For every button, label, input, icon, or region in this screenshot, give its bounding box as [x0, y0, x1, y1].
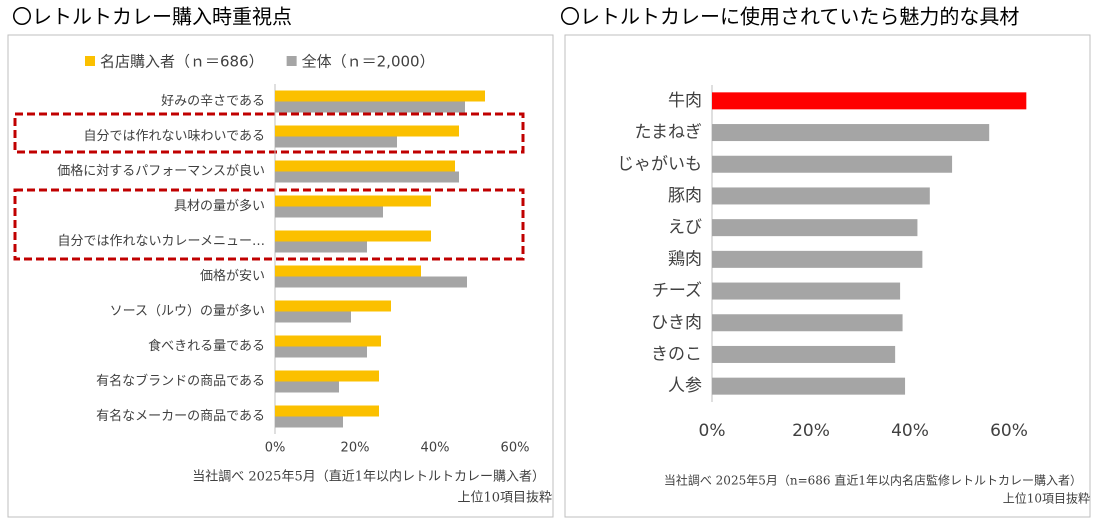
bar — [712, 314, 903, 332]
bar — [275, 346, 367, 358]
bar — [275, 136, 397, 148]
y-tick-label: ソース（ルウ）の量が多い — [110, 303, 265, 319]
bar — [275, 265, 421, 277]
bar — [712, 282, 901, 300]
y-tick-label: 人参 — [668, 376, 702, 396]
y-tick-label: えび — [668, 218, 702, 238]
bar — [712, 377, 906, 395]
y-tick-label: じゃがいも — [617, 154, 702, 174]
chart-title: 〇レトルトカレーに使用されていたら魅力的な具材 — [560, 5, 1019, 29]
bar — [275, 405, 379, 417]
bar — [275, 335, 381, 347]
y-tick-label: 牛肉 — [668, 91, 702, 111]
x-tick-label: 0% — [265, 441, 286, 456]
y-tick-label: 食べきれる量である — [148, 338, 265, 354]
bar — [275, 300, 391, 312]
y-tick-label: 価格が安い — [200, 268, 265, 284]
legend-swatch — [85, 56, 95, 66]
note: 上位10項目抜粋 — [1003, 491, 1090, 506]
chart: 〇レトルトカレー購入時重視点 0% 20% 40% 60% 好みの辛さである自分では作れな… — [12, 5, 552, 506]
y-tick-label: きのこ — [651, 344, 702, 364]
y-tick-label: 価格に対するパフォーマンスが良い — [57, 163, 265, 179]
y-tick-label: ひき肉 — [651, 313, 702, 333]
bar — [275, 230, 431, 242]
note: 当社調べ 2025年5月（n=686 直近1年以内名店監修レトルトカレー購入者） — [664, 473, 1082, 488]
y-tick-label: 具材の量が多い — [174, 198, 265, 214]
x-tick-label: 40% — [421, 441, 450, 456]
bar — [275, 195, 431, 207]
bar — [275, 171, 459, 183]
note: 当社調べ 2025年5月（直近1年以内レトルトカレー購入者） — [192, 469, 545, 485]
bar — [712, 92, 1027, 110]
bar — [275, 381, 339, 393]
bar — [712, 219, 918, 237]
bar — [712, 187, 930, 205]
chart: 〇レトルトカレーに使用されていたら魅力的な具材 0% 20% 40% 60% 牛肉たまねぎ… — [560, 5, 1090, 506]
legend-swatch — [286, 56, 297, 66]
y-tick-label: 自分では作れない味わいである — [84, 129, 265, 144]
y-tick-label: 自分では作れないカレーメニュー… — [58, 234, 265, 249]
x-tick-label: 60% — [990, 421, 1028, 441]
y-tick-label: 鶏肉 — [668, 249, 702, 269]
legend-label: 全体（ｎ＝2,000） — [302, 53, 435, 71]
y-tick-label: たまねぎ — [635, 123, 703, 143]
chart-title: 〇レトルトカレー購入時重視点 — [12, 5, 292, 29]
bar — [275, 370, 379, 382]
bar — [275, 101, 465, 113]
legend-label: 名店購入者（ｎ＝686） — [100, 53, 264, 71]
bar — [275, 90, 485, 102]
bar — [275, 241, 367, 253]
bar — [275, 125, 459, 137]
bar — [712, 124, 990, 142]
highlight-box — [13, 188, 525, 261]
y-tick-label: 有名なブランドの商品である — [96, 373, 265, 389]
bar — [275, 311, 351, 323]
x-tick-label: 40% — [891, 421, 929, 441]
x-tick-label: 20% — [341, 441, 370, 456]
y-tick-label: 有名なメーカーの商品である — [96, 408, 265, 424]
x-tick-label: 20% — [792, 421, 830, 441]
y-tick-label: 好みの辛さである — [161, 94, 265, 109]
bar — [712, 155, 953, 173]
bar — [275, 276, 467, 288]
x-tick-label: 0% — [699, 421, 726, 441]
bar — [275, 206, 383, 218]
bar — [712, 250, 923, 268]
note: 上位10項目抜粋 — [457, 490, 552, 506]
x-tick-label: 60% — [501, 441, 530, 456]
bar — [712, 345, 896, 363]
y-tick-label: 豚肉 — [668, 186, 702, 206]
highlight-box — [13, 112, 525, 154]
panel-frame — [7, 34, 554, 518]
bar — [275, 416, 343, 428]
panel-frame — [564, 34, 1091, 518]
y-tick-label: チーズ — [652, 281, 702, 301]
bar — [275, 160, 455, 172]
